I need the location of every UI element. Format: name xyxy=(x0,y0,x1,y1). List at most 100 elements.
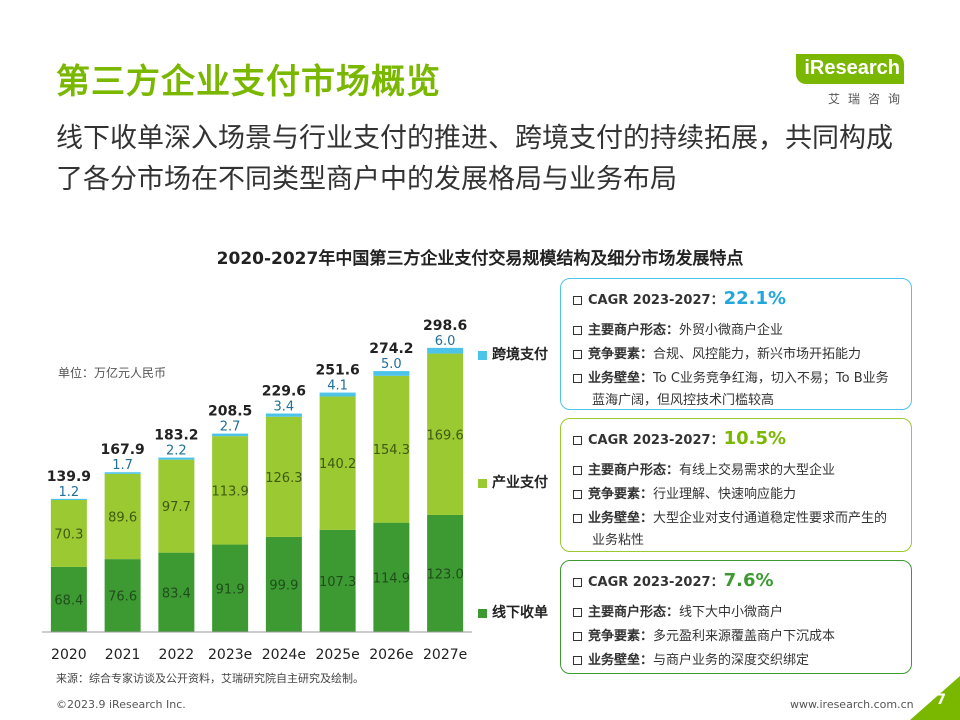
checkbox-icon xyxy=(573,326,582,335)
row-text: 与商户业务的深度交织绑定 xyxy=(653,653,810,668)
corner-decoration xyxy=(910,676,960,720)
legend-item-offline: 线下收单 xyxy=(478,602,548,622)
cagr-value: 22.1% xyxy=(723,288,787,309)
footer-website[interactable]: www.iresearch.com.cn xyxy=(790,698,914,711)
box-row: 竞争要素：多元盈利来源覆盖商户下沉成本 xyxy=(573,625,835,644)
data-label-产业支付-2020: 70.3 xyxy=(54,527,83,542)
total-label-2027e: 298.6 xyxy=(423,318,467,334)
row-text: 行业理解、快速响应能力 xyxy=(653,487,797,502)
bar-产业支付-2026e xyxy=(373,375,410,523)
total-label-2023e: 208.5 xyxy=(208,404,252,420)
row-text: 大型企业对支付通道稳定性要求而产生的 xyxy=(653,511,888,526)
data-label-跨境支付-2025e: 4.1 xyxy=(327,379,348,394)
legend-swatch-offline xyxy=(478,608,487,618)
cagr-row: CAGR 2023-2027：7.6% xyxy=(573,570,774,591)
logo-brand: iResearch xyxy=(804,57,900,79)
data-label-跨境支付-2020: 1.2 xyxy=(59,485,80,500)
page-subtitle: 线下收单深入场景与行业支付的推进、跨境支付的持续拓展，共同构成了各分市场在不同类… xyxy=(56,123,893,195)
data-label-产业支付-2023e: 113.9 xyxy=(212,484,249,499)
segment-box-industry: CAGR 2023-2027：10.5% 主要商户形态：有线上交易需求的大型企业… xyxy=(560,418,912,552)
row-text: 合规、风控能力，新兴市场开拓能力 xyxy=(653,347,862,362)
box-row: 竞争要素：合规、风控能力，新兴市场开拓能力 xyxy=(573,343,861,362)
category-label-2022: 2022 xyxy=(159,647,195,663)
data-label-线下收单-2027e: 123.0 xyxy=(427,567,464,582)
data-label-跨境支付-2027e: 6.0 xyxy=(435,334,456,349)
bar-线下收单-2023e xyxy=(212,544,249,632)
checkbox-icon xyxy=(573,374,582,383)
bar-线下收单-2022 xyxy=(158,552,195,632)
row-label: 竞争要素： xyxy=(588,629,654,644)
data-label-跨境支付-2021: 1.7 xyxy=(112,458,133,473)
footer-copyright: ©2023.9 iResearch Inc. xyxy=(56,698,186,711)
bar-产业支付-2025e xyxy=(319,396,356,530)
row-label: 业务壁垒： xyxy=(588,653,654,668)
bar-线下收单-2027e xyxy=(427,514,464,632)
category-label-2027e: 2027e xyxy=(423,647,467,663)
row-label: 主要商户形态： xyxy=(588,323,680,338)
total-label-2025e: 251.6 xyxy=(315,363,359,379)
category-label-2025e: 2025e xyxy=(316,647,360,663)
category-label-2021: 2021 xyxy=(105,647,141,663)
row-text: 多元盈利来源覆盖商户下沉成本 xyxy=(653,629,836,644)
total-label-2026e: 274.2 xyxy=(369,341,413,357)
data-label-跨境支付-2024e: 3.4 xyxy=(274,400,295,415)
checkbox-icon xyxy=(573,632,582,641)
row-text: 蓝海广阔，但风控技术门槛较高 xyxy=(592,393,775,408)
category-label-2020: 2020 xyxy=(51,647,87,663)
legend-label-cross-border: 跨境支付 xyxy=(492,347,548,363)
checkbox-icon xyxy=(573,608,582,617)
box-row: 业务壁垒：To C业务竞争红海，切入不易；To B业务 xyxy=(573,367,889,386)
bar-产业支付-2021 xyxy=(104,473,141,560)
logo-mark xyxy=(796,54,904,84)
row-label: 业务壁垒： xyxy=(588,371,654,386)
total-label-2021: 167.9 xyxy=(100,442,144,458)
row-text: 有线上交易需求的大型企业 xyxy=(679,463,836,478)
page-title: 第三方企业支付市场概览 xyxy=(56,62,441,102)
box-row: 主要商户形态：线下大中小微商户 xyxy=(573,601,783,620)
bar-跨境支付-2025e xyxy=(319,392,356,397)
chart-title: 2020-2027年中国第三方企业支付交易规模结构及细分市场发展特点 xyxy=(216,249,744,269)
legend-item-cross-border: 跨境支付 xyxy=(478,344,548,364)
box-row-continued: 业务粘性 xyxy=(592,529,644,548)
data-label-线下收单-2025e: 107.3 xyxy=(319,575,356,590)
bar-跨境支付-2021 xyxy=(104,472,141,474)
data-label-产业支付-2025e: 140.2 xyxy=(319,457,356,472)
legend-swatch-industry xyxy=(478,478,487,488)
cagr-label: CAGR 2023-2027： xyxy=(588,575,724,590)
logo-sub: 艾瑞咨询 xyxy=(827,92,908,106)
cagr-label: CAGR 2023-2027： xyxy=(588,293,724,308)
checkbox-icon xyxy=(573,296,582,305)
data-label-跨境支付-2023e: 2.7 xyxy=(220,420,241,435)
box-row-continued: 蓝海广阔，但风控技术门槛较高 xyxy=(592,389,774,408)
bar-产业支付-2022 xyxy=(158,459,195,553)
bar-产业支付-2024e xyxy=(265,416,302,537)
bar-线下收单-2024e xyxy=(265,536,302,632)
checkbox-icon xyxy=(573,490,582,499)
data-label-线下收单-2022: 83.4 xyxy=(162,586,191,601)
bar-跨境支付-2026e xyxy=(373,371,410,376)
bar-跨境支付-2024e xyxy=(265,413,302,417)
row-label: 竞争要素： xyxy=(588,347,654,362)
iresearch-logo: iResearch 艾瑞咨询 xyxy=(794,54,914,108)
legend-swatch-cross-border xyxy=(478,350,487,360)
bar-线下收单-2021 xyxy=(104,559,141,632)
box-row: 业务壁垒：与商户业务的深度交织绑定 xyxy=(573,649,809,668)
category-label-2024e: 2024e xyxy=(262,647,306,663)
data-label-产业支付-2024e: 126.3 xyxy=(265,471,302,486)
data-label-线下收单-2026e: 114.9 xyxy=(373,571,410,586)
bar-跨境支付-2023e xyxy=(212,433,249,437)
checkbox-icon xyxy=(573,350,582,359)
legend-label-industry: 产业支付 xyxy=(492,475,548,491)
data-label-产业支付-2022: 97.7 xyxy=(162,500,191,515)
data-label-跨境支付-2026e: 5.0 xyxy=(381,357,402,372)
cagr-row: CAGR 2023-2027：10.5% xyxy=(573,428,786,449)
data-label-跨境支付-2022: 2.2 xyxy=(166,444,187,459)
category-label-2026e: 2026e xyxy=(369,647,413,663)
data-label-线下收单-2024e: 99.9 xyxy=(269,578,298,593)
legend-label-offline: 线下收单 xyxy=(492,605,548,621)
segment-box-offline: CAGR 2023-2027：7.6% 主要商户形态：线下大中小微商户 竞争要素… xyxy=(560,560,912,674)
data-label-产业支付-2021: 89.6 xyxy=(108,510,137,525)
row-label: 主要商户形态： xyxy=(588,605,680,620)
bar-跨境支付-2020 xyxy=(50,498,87,501)
bar-产业支付-2027e xyxy=(427,353,464,515)
